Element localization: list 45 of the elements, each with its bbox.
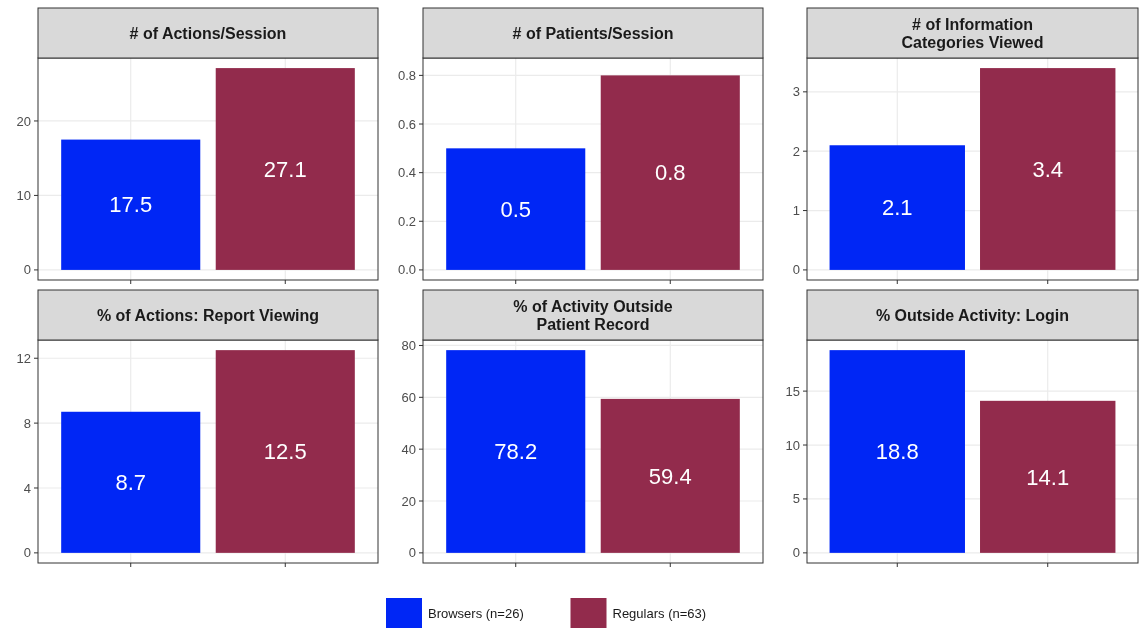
y-tick-label: 4 [23, 480, 31, 496]
data-label: 17.5 [109, 192, 153, 218]
data-label: 12.5 [263, 439, 307, 465]
y-tick-label: 0.6 [397, 116, 416, 132]
y-tick-label: 1 [792, 203, 800, 219]
chart-title: % Outside Activity: Login [875, 306, 1070, 324]
y-tick-label: 0.0 [397, 262, 416, 278]
y-tick-label: 0 [23, 262, 31, 278]
y-tick-label: 5 [792, 491, 800, 507]
chart-title: # of Actions/Session [129, 24, 287, 42]
data-label: 3.4 [1032, 156, 1064, 182]
y-tick-label: 0 [408, 545, 416, 561]
y-tick-label: 3 [792, 84, 800, 100]
y-tick-label: 10 [16, 187, 31, 203]
y-tick-label: 12 [16, 350, 31, 366]
y-tick-label: 0.2 [397, 213, 416, 229]
data-label: 14.1 [1026, 464, 1070, 490]
data-label: 0.5 [500, 196, 532, 222]
y-tick-label: 10 [785, 437, 800, 453]
y-tick-label: 0 [792, 262, 800, 278]
y-tick-label: 0 [792, 545, 800, 561]
y-tick-label: 20 [401, 493, 416, 509]
data-label: 8.7 [115, 470, 147, 496]
data-label: 78.2 [494, 439, 538, 465]
data-label: 2.1 [881, 195, 913, 221]
chart-title: % of Actions: Report Viewing [96, 306, 320, 324]
chart-title: % of Activity Outside Patient Record [513, 297, 673, 333]
data-label: 18.8 [875, 439, 919, 465]
y-tick-label: 2 [792, 143, 800, 159]
legend-label: Regulars (n=63) [612, 605, 707, 621]
data-label: 0.8 [654, 160, 686, 186]
legend-label: Browsers (n=26) [428, 605, 524, 621]
chart-title: # of Patients/Session [512, 24, 674, 42]
y-tick-label: 0.8 [397, 67, 416, 83]
y-tick-label: 0.4 [397, 165, 416, 181]
y-tick-label: 0 [23, 545, 31, 561]
y-tick-label: 40 [401, 441, 416, 457]
chart-title: # of Information Categories Viewed [901, 15, 1044, 51]
data-label: 27.1 [263, 156, 307, 182]
data-label: 59.4 [648, 463, 692, 489]
y-tick-label: 80 [401, 338, 416, 354]
y-tick-label: 8 [23, 415, 31, 431]
y-tick-label: 20 [16, 113, 31, 129]
y-tick-label: 15 [785, 383, 800, 399]
y-tick-label: 60 [401, 389, 416, 405]
